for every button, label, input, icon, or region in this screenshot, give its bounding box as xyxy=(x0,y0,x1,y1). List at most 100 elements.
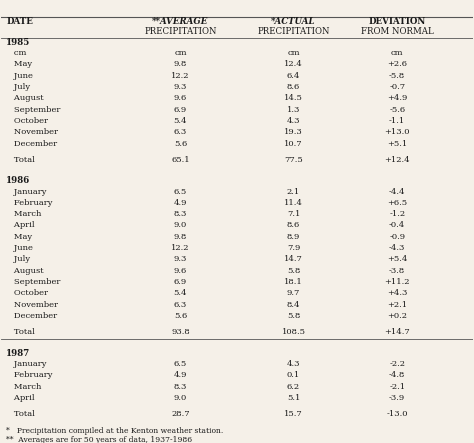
Text: DATE: DATE xyxy=(6,17,33,26)
Text: -5.8: -5.8 xyxy=(389,72,405,80)
Text: 5.4: 5.4 xyxy=(173,117,187,125)
Text: 108.5: 108.5 xyxy=(282,328,306,336)
Text: 6.2: 6.2 xyxy=(287,382,300,391)
Text: 9.6: 9.6 xyxy=(174,94,187,102)
Text: 6.5: 6.5 xyxy=(174,187,187,195)
Text: 11.4: 11.4 xyxy=(284,199,303,207)
Text: -1.1: -1.1 xyxy=(389,117,405,125)
Text: 8.4: 8.4 xyxy=(287,301,301,309)
Text: January: January xyxy=(6,360,46,368)
Text: December: December xyxy=(6,140,57,148)
Text: -4.3: -4.3 xyxy=(389,244,405,252)
Text: July: July xyxy=(6,256,30,264)
Text: August: August xyxy=(6,267,44,275)
Text: -13.0: -13.0 xyxy=(386,410,408,418)
Text: 77.5: 77.5 xyxy=(284,155,303,163)
Text: 8.6: 8.6 xyxy=(287,83,300,91)
Text: September: September xyxy=(6,278,61,286)
Text: cm: cm xyxy=(287,49,300,57)
Text: +4.9: +4.9 xyxy=(387,94,408,102)
Text: 5.6: 5.6 xyxy=(174,312,187,320)
Text: October: October xyxy=(6,117,48,125)
Text: -3.8: -3.8 xyxy=(389,267,405,275)
Text: Total: Total xyxy=(6,410,35,418)
Text: 9.6: 9.6 xyxy=(174,267,187,275)
Text: June: June xyxy=(6,72,33,80)
Text: FROM NORMAL: FROM NORMAL xyxy=(361,27,434,36)
Text: 19.3: 19.3 xyxy=(284,128,303,136)
Text: July: July xyxy=(6,83,30,91)
Text: May: May xyxy=(6,233,32,241)
Text: 7.9: 7.9 xyxy=(287,244,300,252)
Text: November: November xyxy=(6,301,58,309)
Text: 0.1: 0.1 xyxy=(287,371,300,379)
Text: 5.4: 5.4 xyxy=(173,289,187,297)
Text: 6.5: 6.5 xyxy=(174,360,187,368)
Text: 6.3: 6.3 xyxy=(174,128,187,136)
Text: -4.4: -4.4 xyxy=(389,187,405,195)
Text: cm: cm xyxy=(391,49,403,57)
Text: 9.7: 9.7 xyxy=(287,289,300,297)
Text: April: April xyxy=(6,222,35,229)
Text: -4.8: -4.8 xyxy=(389,371,405,379)
Text: 4.3: 4.3 xyxy=(287,360,301,368)
Text: 8.3: 8.3 xyxy=(174,382,187,391)
Text: 8.6: 8.6 xyxy=(287,222,300,229)
Text: cm: cm xyxy=(174,49,187,57)
Text: 12.2: 12.2 xyxy=(171,72,190,80)
Text: February: February xyxy=(6,199,53,207)
Text: 14.7: 14.7 xyxy=(284,256,303,264)
Text: February: February xyxy=(6,371,53,379)
Text: 18.1: 18.1 xyxy=(284,278,303,286)
Text: 5.6: 5.6 xyxy=(174,140,187,148)
Text: 1.3: 1.3 xyxy=(287,106,300,114)
Text: +12.4: +12.4 xyxy=(384,155,410,163)
Text: 5.1: 5.1 xyxy=(287,394,300,402)
Text: 14.5: 14.5 xyxy=(284,94,303,102)
Text: 28.7: 28.7 xyxy=(171,410,190,418)
Text: 1986: 1986 xyxy=(6,176,30,185)
Text: DEVIATION: DEVIATION xyxy=(369,17,426,26)
Text: June: June xyxy=(6,244,33,252)
Text: PRECIPITATION: PRECIPITATION xyxy=(257,27,330,36)
Text: *   Precipitation compiled at the Kenton weather station.: * Precipitation compiled at the Kenton w… xyxy=(6,427,223,435)
Text: 9.3: 9.3 xyxy=(174,256,187,264)
Text: March: March xyxy=(6,210,42,218)
Text: 9.8: 9.8 xyxy=(174,60,187,68)
Text: October: October xyxy=(6,289,48,297)
Text: 4.9: 4.9 xyxy=(173,199,187,207)
Text: 1987: 1987 xyxy=(6,349,30,358)
Text: +13.0: +13.0 xyxy=(384,128,410,136)
Text: 6.9: 6.9 xyxy=(174,278,187,286)
Text: **  Averages are for 50 years of data, 1937-1986: ** Averages are for 50 years of data, 19… xyxy=(6,436,192,443)
Text: 9.0: 9.0 xyxy=(174,222,187,229)
Text: PRECIPITATION: PRECIPITATION xyxy=(144,27,217,36)
Text: 1985: 1985 xyxy=(6,38,30,47)
Text: +14.7: +14.7 xyxy=(384,328,410,336)
Text: -0.7: -0.7 xyxy=(389,83,405,91)
Text: March: March xyxy=(6,382,42,391)
Text: April: April xyxy=(6,394,35,402)
Text: Total: Total xyxy=(6,155,35,163)
Text: -0.4: -0.4 xyxy=(389,222,405,229)
Text: 2.1: 2.1 xyxy=(287,187,300,195)
Text: **AVERAGE: **AVERAGE xyxy=(152,17,209,26)
Text: +2.6: +2.6 xyxy=(387,60,407,68)
Text: August: August xyxy=(6,94,44,102)
Text: -1.2: -1.2 xyxy=(389,210,405,218)
Text: 8.3: 8.3 xyxy=(174,210,187,218)
Text: 6.3: 6.3 xyxy=(174,301,187,309)
Text: 12.2: 12.2 xyxy=(171,244,190,252)
Text: +5.1: +5.1 xyxy=(387,140,407,148)
Text: 4.3: 4.3 xyxy=(287,117,301,125)
Text: 93.8: 93.8 xyxy=(171,328,190,336)
Text: +4.3: +4.3 xyxy=(387,289,408,297)
Text: +2.1: +2.1 xyxy=(387,301,407,309)
Text: 6.9: 6.9 xyxy=(174,106,187,114)
Text: 10.7: 10.7 xyxy=(284,140,303,148)
Text: 12.4: 12.4 xyxy=(284,60,303,68)
Text: -3.9: -3.9 xyxy=(389,394,405,402)
Text: 7.1: 7.1 xyxy=(287,210,300,218)
Text: +6.5: +6.5 xyxy=(387,199,407,207)
Text: 5.8: 5.8 xyxy=(287,267,300,275)
